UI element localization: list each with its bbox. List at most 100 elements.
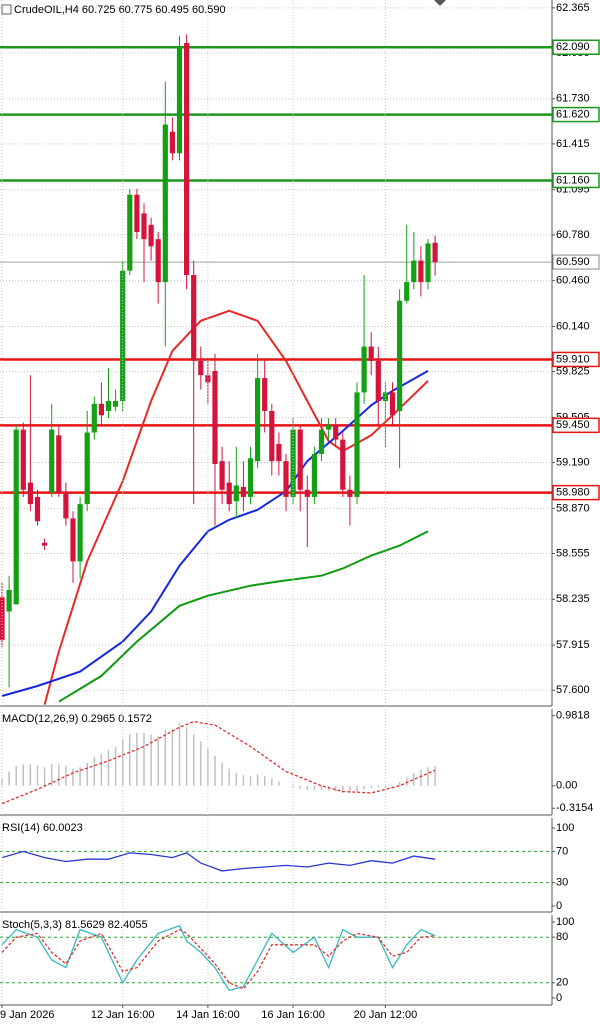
level-label: 61.620 xyxy=(556,108,590,120)
y-tick-label: -0.3154 xyxy=(556,802,593,814)
y-tick-label: 0.00 xyxy=(556,780,577,792)
candle-body xyxy=(276,443,282,462)
candle-body xyxy=(56,435,62,493)
candle-body xyxy=(247,458,254,497)
candle-body xyxy=(120,270,126,401)
y-tick-label: 60.780 xyxy=(556,229,590,241)
candle-body xyxy=(432,242,438,263)
y-tick-label: 59.825 xyxy=(556,366,590,378)
candle-body xyxy=(311,453,317,497)
candle-body xyxy=(219,461,225,490)
level-label: 59.910 xyxy=(556,353,590,365)
candle-body xyxy=(368,346,374,361)
candle-body xyxy=(389,392,396,416)
candle-body xyxy=(361,346,367,393)
candle-body xyxy=(6,590,12,612)
candle-body xyxy=(20,429,26,490)
last-price-label: 60.590 xyxy=(556,256,590,268)
candle-body xyxy=(98,403,104,416)
y-tick-label: 61.415 xyxy=(556,138,590,150)
y-tick-label: 0.9818 xyxy=(556,710,590,722)
candle-body xyxy=(226,482,232,505)
level-label: 62.090 xyxy=(556,41,590,53)
y-tick-label: 100 xyxy=(556,916,574,928)
candle-body xyxy=(84,432,90,505)
candle-body xyxy=(184,42,190,275)
y-tick-label: 57.600 xyxy=(556,684,590,696)
y-tick-label: 60.140 xyxy=(556,320,590,332)
candle-body xyxy=(105,400,112,411)
indicator-line xyxy=(1,720,436,805)
candle-body xyxy=(34,496,41,522)
candle-body xyxy=(169,131,175,154)
candle-body xyxy=(326,425,332,430)
candle-body xyxy=(134,194,140,232)
candle-body xyxy=(333,425,339,440)
panel-title: MACD(12,26,9) 0.2965 0.1572 xyxy=(2,713,152,725)
y-tick-label: 58.235 xyxy=(556,593,590,605)
candle-body xyxy=(77,504,83,562)
candle-body xyxy=(425,243,431,283)
candle-body xyxy=(283,461,289,497)
indicator-line xyxy=(1,370,429,697)
y-tick-label: 60.460 xyxy=(556,275,590,287)
candle-body xyxy=(176,45,183,154)
candle-body xyxy=(91,403,97,433)
scroll-marker xyxy=(434,0,446,6)
level-label-box xyxy=(552,417,600,434)
x-tick-label: 20 Jan 12:00 xyxy=(354,1009,418,1021)
candle-body xyxy=(240,486,246,497)
level-label-box xyxy=(552,172,600,189)
last-price-box xyxy=(552,254,600,270)
y-tick-label: 0 xyxy=(556,900,562,912)
y-tick-label: 20 xyxy=(556,977,568,989)
symbol-icon xyxy=(1,4,12,15)
indicator-line xyxy=(1,928,436,990)
level-label-box xyxy=(552,106,600,123)
candle-body xyxy=(148,224,154,247)
level-label-box xyxy=(552,351,600,368)
level-label: 61.160 xyxy=(556,174,590,186)
y-tick-label: 59.190 xyxy=(556,456,590,468)
x-tick-label: 9 Jan 2026 xyxy=(0,1009,54,1021)
y-tick-label: 57.915 xyxy=(556,639,590,651)
candle-body xyxy=(304,489,310,497)
candle-body xyxy=(113,400,119,407)
candle-body xyxy=(233,485,239,502)
candle-body xyxy=(49,429,55,493)
candle-body xyxy=(13,429,19,605)
y-tick-label: 30 xyxy=(556,876,568,888)
candle-body xyxy=(262,378,268,411)
candle-body xyxy=(212,370,218,464)
candle-body xyxy=(354,392,360,497)
candle-body xyxy=(347,489,353,497)
indicator-line xyxy=(58,530,429,703)
candle-body xyxy=(162,124,168,283)
candle-body xyxy=(141,213,147,240)
candle-body xyxy=(191,274,197,361)
candle-body xyxy=(269,410,275,462)
panel-title: CrudeOIL,H4 60.725 60.775 60.495 60.590 xyxy=(14,4,226,16)
panel-title: Stoch(5,3,3) 81.5629 82.4055 xyxy=(2,919,148,931)
candle-body xyxy=(290,429,296,497)
y-tick-label: 70 xyxy=(556,845,568,857)
x-tick-label: 14 Jan 16:00 xyxy=(176,1009,240,1021)
panel-title: RSI(14) 60.0023 xyxy=(2,822,83,834)
candle-body xyxy=(397,300,403,411)
candle-body xyxy=(127,194,133,271)
y-tick-label: 61.730 xyxy=(556,93,590,105)
candle-body xyxy=(42,542,48,546)
candle-body xyxy=(418,260,424,283)
y-tick-label: 0 xyxy=(556,992,562,1004)
x-tick-label: 12 Jan 16:00 xyxy=(91,1009,155,1021)
y-tick-label: 100 xyxy=(556,822,574,834)
candle-body xyxy=(255,378,261,462)
level-label-box xyxy=(552,484,600,501)
candle-body xyxy=(63,492,69,519)
indicator-line xyxy=(1,850,436,872)
level-label: 58.980 xyxy=(556,487,590,499)
level-label-box xyxy=(552,39,600,56)
